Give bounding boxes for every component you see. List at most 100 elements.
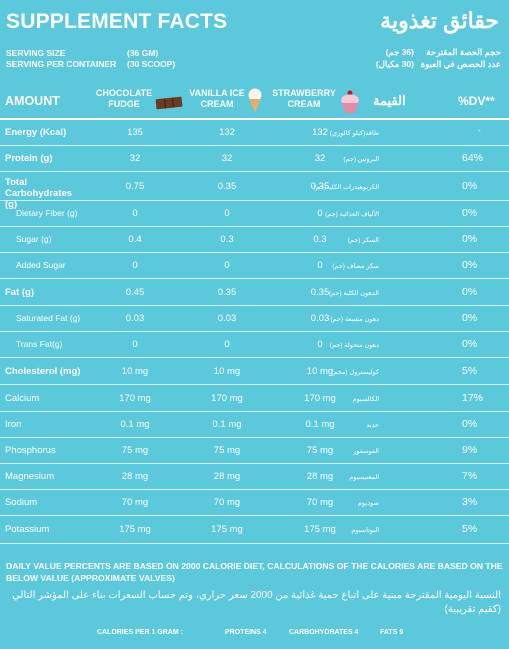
row-divider: [0, 437, 509, 438]
nutrient-value-c3: 0: [317, 260, 323, 271]
nutrient-name-arabic: الدهون الكلية (جم): [328, 290, 379, 297]
nutrient-value-c1: 0: [132, 208, 138, 219]
nutrient-value-c3: 0.1 mg: [305, 419, 335, 430]
nutrient-name: Fat (g): [5, 287, 35, 298]
daily-value: 17%: [462, 392, 484, 404]
table-row: Sodium 70 mg 70 mg 70 mg صوديوم 3%: [0, 490, 509, 516]
nutrient-value-c2: 0: [224, 339, 230, 350]
vanilla-ice-cream-header: VANILLA ICE CREAM: [189, 88, 245, 109]
nutrient-value-c1: 135: [127, 127, 143, 138]
nutrient-value-c3: 0: [317, 208, 323, 219]
page-title-arabic: حقائق تغذوية: [380, 8, 499, 33]
daily-value: 0%: [462, 312, 478, 324]
nutrient-name-arabic: دهون مشبعة (جم): [330, 316, 379, 323]
footer-note-arabic: النسبة اليومية المقترحة مبنية على اتباع …: [12, 590, 501, 615]
serving-per-container-label-arabic: عدد الحصص في العبوة: [420, 59, 501, 69]
table-row: Saturated Fat (g) 0.03 0.03 0.03 دهون مشبعة …: [0, 306, 509, 332]
table-row: Trans Fat(g) 0 0 0 دهون متحولة (جم) 0%: [0, 332, 509, 358]
nutrient-value-c1: 0.1 mg: [120, 419, 150, 430]
strawberry-cream-header: STRAWBERRY CREAM: [272, 88, 336, 109]
row-divider: [0, 331, 509, 332]
nutrient-name: Saturated Fat (g): [16, 313, 81, 323]
header-divider: [0, 118, 509, 120]
nutrient-value-c3: 70 mg: [306, 497, 334, 508]
nutrient-value-c2: 10 mg: [213, 366, 241, 377]
nutrient-value-c2: 32: [221, 153, 233, 164]
table-row: Potassium 175 mg 175 mg 175 mg البوتاسيوم 5%: [0, 516, 509, 544]
nutrient-value-c2: 0: [224, 208, 230, 219]
nutrient-name: Phosphorus: [5, 445, 56, 456]
row-divider: [0, 145, 509, 146]
calories-proteins: PROTEINS 4: [225, 629, 267, 636]
daily-value: 5%: [462, 523, 478, 535]
nutrient-name: Protein (g): [5, 153, 53, 164]
daily-value: 3%: [462, 496, 478, 508]
row-divider: [0, 278, 509, 279]
daily-value-header: %DV**: [458, 94, 495, 108]
table-row: Added Sugar 0 0 0 سكر مضاف (جم) 0%: [0, 253, 509, 279]
nutrient-value-c1: 28 mg: [121, 471, 149, 482]
nutrient-value-c2: 0.03: [217, 313, 237, 324]
nutrient-value-c3: 175 mg: [304, 524, 336, 535]
nutrient-value-c2: 0.35: [217, 181, 237, 192]
table-row: Protein (g) 32 32 32 البروتين (جم) 64%: [0, 146, 509, 172]
table-row: Dietary Fiber (g) 0 0 0 الألياف الغذائية (جم…: [0, 201, 509, 227]
serving-size-value: (36 GM): [127, 48, 159, 58]
calories-per-gram-label: CALORIES PER 1 GRAM :: [97, 629, 183, 636]
serving-size-label-arabic: حجم الحصة المقترحة: [426, 47, 501, 57]
nutrient-value-c3: 170 mg: [304, 393, 336, 404]
table-row: Total Carbohydrates (g) 0.75 0.35 0.35 الكرب…: [0, 172, 509, 210]
row-divider: [0, 543, 509, 544]
daily-value: 0%: [462, 207, 478, 219]
daily-value: 0%: [462, 259, 478, 271]
serving-per-container-value-arabic: (30 مكيال): [375, 59, 414, 69]
nutrient-name: Total Carbohydrates (g): [5, 177, 73, 210]
row-divider: [0, 463, 509, 464]
chocolate-bar-icon: [155, 96, 185, 115]
nutrient-value-c1: 0.45: [125, 287, 145, 298]
nutrient-value-c3: 0.03: [310, 313, 330, 324]
daily-value: 0%: [462, 338, 478, 350]
nutrient-name-arabic: الكالسيوم: [352, 396, 379, 403]
nutrient-name: Calcium: [5, 393, 40, 404]
calories-fats: FATS 9: [380, 629, 404, 636]
row-divider: [0, 357, 509, 358]
nutrient-name-arabic: الفوسفور: [353, 448, 379, 455]
daily-value: 9%: [462, 444, 478, 456]
nutrient-name: Trans Fat(g): [16, 339, 63, 349]
row-divider: [0, 411, 509, 412]
serving-per-container-value: (30 SCOOP): [127, 59, 176, 69]
footer-note: DAILY VALUE PERCENTS ARE BASED ON 2000 C…: [6, 561, 503, 583]
table-row: Calcium 170 mg 170 mg 170 mg الكالسيوم 17%: [0, 385, 509, 412]
nutrient-value-c1: 75 mg: [121, 445, 149, 456]
nutrient-name-arabic: طاقة(كيلو كالوري): [329, 130, 379, 137]
nutrient-value-c2: 70 mg: [213, 497, 241, 508]
nutrient-name: Cholesterol (mg): [5, 366, 81, 377]
nutrient-value-c1: 0: [132, 260, 138, 271]
ice-cream-icon: [246, 88, 264, 119]
nutrient-value-c2: 0.3: [220, 234, 234, 245]
serving-size-value-arabic: (36 جم): [385, 47, 414, 57]
row-divider: [0, 384, 509, 385]
nutrient-name-arabic: سكر مضاف (جم): [332, 263, 379, 270]
nutrient-value-c1: 10 mg: [121, 366, 149, 377]
row-divider: [0, 489, 509, 490]
daily-value: 0%: [462, 233, 478, 245]
row-divider: [0, 200, 509, 201]
nutrient-value-c2: 0.35: [217, 287, 237, 298]
table-row: Energy (Kcal) 135 132 132 طاقة(كيلو كالوري) -: [0, 120, 509, 146]
daily-value: 0%: [462, 180, 478, 192]
table-row: Cholesterol (mg) 10 mg 10 mg 10 mg كوليسترول…: [0, 358, 509, 385]
nutrient-name: Added Sugar: [16, 260, 66, 270]
nutrient-value-c1: 170 mg: [119, 393, 151, 404]
nutrient-name: Potassium: [5, 524, 50, 535]
calories-carbohydrates: CARBOHYDRATES 4: [289, 629, 359, 636]
row-divider: [0, 171, 509, 172]
daily-value: 0%: [462, 418, 478, 430]
nutrient-value-c2: 132: [219, 127, 235, 138]
daily-value: -: [478, 126, 481, 135]
table-row: Sugar (g) 0.4 0.3 0.3 السكر (جم) 0%: [0, 227, 509, 253]
nutrient-name-arabic: الألياف الغذائية (جم): [325, 211, 379, 218]
table-header: AMOUNT CHOCOLATE FUDGE VANILLA ICE CREAM…: [0, 86, 509, 116]
nutrient-value-c3: 75 mg: [306, 445, 334, 456]
